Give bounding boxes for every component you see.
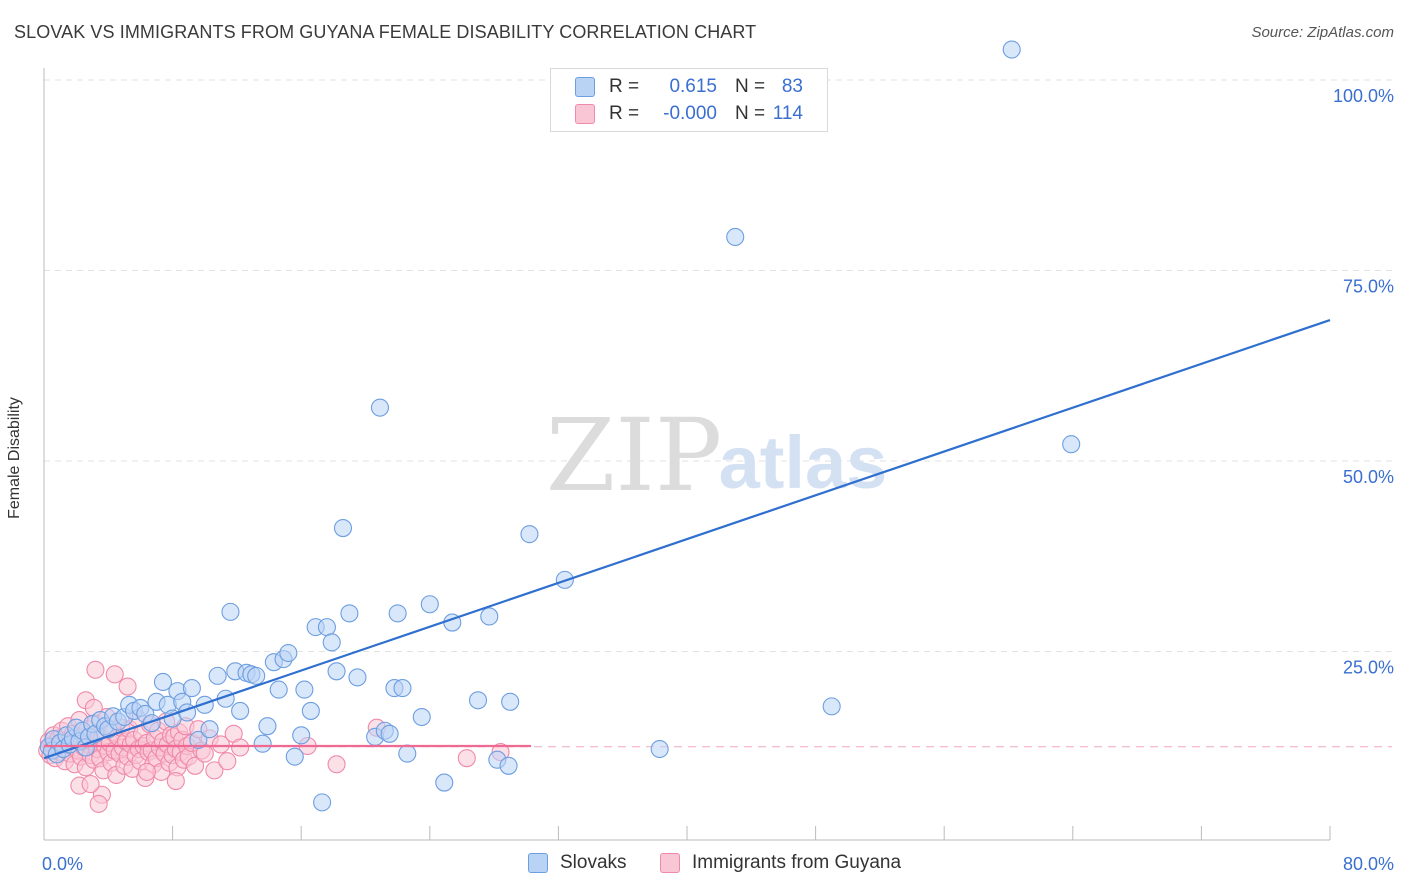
legend-swatch-pink xyxy=(575,104,595,124)
x-tick-label: 80.0% xyxy=(1343,854,1394,874)
point-guyana xyxy=(218,752,237,771)
point-slovaks xyxy=(650,739,669,759)
legend-n-label: N = xyxy=(735,103,766,124)
point-slovaks xyxy=(370,398,390,417)
point-guyana xyxy=(137,762,156,781)
point-slovaks xyxy=(412,707,431,727)
point-slovaks xyxy=(285,747,304,766)
point-guyana xyxy=(211,735,230,754)
legend-r-label: R = xyxy=(609,103,640,124)
legend-item-slovaks[interactable]: Slovaks xyxy=(528,852,627,874)
point-slovaks xyxy=(333,519,353,538)
legend-row-guyana: R = -0.000 N = 114 xyxy=(575,102,803,126)
point-slovaks xyxy=(480,607,499,626)
x-tick-label: 0.0% xyxy=(42,854,83,874)
point-guyana xyxy=(327,755,346,774)
point-slovaks xyxy=(153,672,173,692)
point-slovaks xyxy=(388,604,407,623)
y-tick-label: 100.0% xyxy=(1333,86,1394,106)
trend-lines xyxy=(43,318,1331,760)
point-slovaks xyxy=(822,697,841,716)
legend-n-label: N = xyxy=(735,76,766,97)
point-slovaks xyxy=(258,717,277,736)
tick-labels: 100.0% 75.0% 50.0% 25.0% 0.0% 80.0% xyxy=(42,86,1394,874)
point-slovaks xyxy=(1062,435,1081,454)
point-slovaks xyxy=(279,643,298,663)
point-slovaks xyxy=(398,744,417,763)
y-tick-label: 25.0% xyxy=(1343,658,1394,678)
point-slovaks xyxy=(269,680,288,699)
point-slovaks xyxy=(189,730,208,749)
point-slovaks xyxy=(420,595,439,614)
point-slovaks xyxy=(348,668,367,687)
watermark-atlas: atlas xyxy=(719,421,888,504)
point-slovaks xyxy=(393,679,412,698)
point-guyana xyxy=(118,677,137,696)
legend-label-guyana: Immigrants from Guyana xyxy=(692,852,902,873)
watermark-zip: ZIP xyxy=(546,397,722,514)
point-slovaks xyxy=(520,525,539,544)
point-guyana xyxy=(89,794,108,813)
legend-r-value: 0.615 xyxy=(669,76,717,97)
point-slovaks xyxy=(292,726,311,745)
point-slovaks xyxy=(340,604,359,623)
point-slovaks xyxy=(317,618,336,637)
point-slovaks xyxy=(313,793,332,812)
blue-points xyxy=(39,40,1081,812)
correlation-legend: R = 0.615 N = 83 R = -0.000 N = 114 xyxy=(550,68,828,132)
legend-swatch-blue xyxy=(575,77,595,97)
point-guyana xyxy=(186,756,205,775)
legend-r-label: R = xyxy=(609,76,640,97)
source-label: Source: ZipAtlas.com xyxy=(1251,24,1394,41)
point-slovaks xyxy=(380,724,399,743)
point-slovaks xyxy=(327,662,346,681)
trend-line-slovaks xyxy=(43,318,1331,760)
point-slovaks xyxy=(253,734,272,753)
point-slovaks xyxy=(200,720,219,739)
y-tick-label: 50.0% xyxy=(1343,467,1394,487)
point-guyana xyxy=(86,660,105,679)
point-slovaks xyxy=(501,692,520,711)
axes xyxy=(43,68,1331,841)
point-guyana xyxy=(205,761,224,780)
point-slovaks xyxy=(726,227,745,247)
legend-row-slovaks: R = 0.615 N = 83 xyxy=(575,75,803,99)
point-slovaks xyxy=(182,679,201,698)
point-slovaks xyxy=(468,691,488,710)
point-slovaks xyxy=(295,680,314,699)
point-slovaks xyxy=(247,666,266,685)
chart-title: SLOVAK VS IMMIGRANTS FROM GUYANA FEMALE … xyxy=(14,22,757,42)
legend-swatch-guyana xyxy=(660,853,680,873)
legend-n-value: 114 xyxy=(772,103,803,124)
series-legend: Slovaks Immigrants from Guyana xyxy=(0,852,1406,878)
y-tick-label: 75.0% xyxy=(1343,277,1394,297)
point-guyana xyxy=(81,775,100,794)
legend-swatch-slovaks xyxy=(528,853,548,873)
point-slovaks xyxy=(301,701,320,720)
point-guyana xyxy=(105,665,124,684)
legend-item-guyana[interactable]: Immigrants from Guyana xyxy=(660,852,901,874)
legend-n-value: 83 xyxy=(781,76,803,97)
point-slovaks xyxy=(435,773,454,792)
point-guyana xyxy=(231,738,250,757)
point-guyana xyxy=(457,749,476,768)
point-slovaks xyxy=(499,756,518,775)
point-slovaks xyxy=(195,695,214,714)
legend-r-value: -0.000 xyxy=(663,103,717,124)
point-slovaks xyxy=(221,602,240,621)
watermark: ZIP atlas xyxy=(546,397,887,514)
point-slovaks xyxy=(208,666,227,685)
point-slovaks xyxy=(1002,40,1021,59)
point-slovaks xyxy=(322,633,341,652)
point-guyana xyxy=(166,771,185,791)
point-slovaks xyxy=(231,701,250,720)
legend-label-slovaks: Slovaks xyxy=(560,852,627,873)
